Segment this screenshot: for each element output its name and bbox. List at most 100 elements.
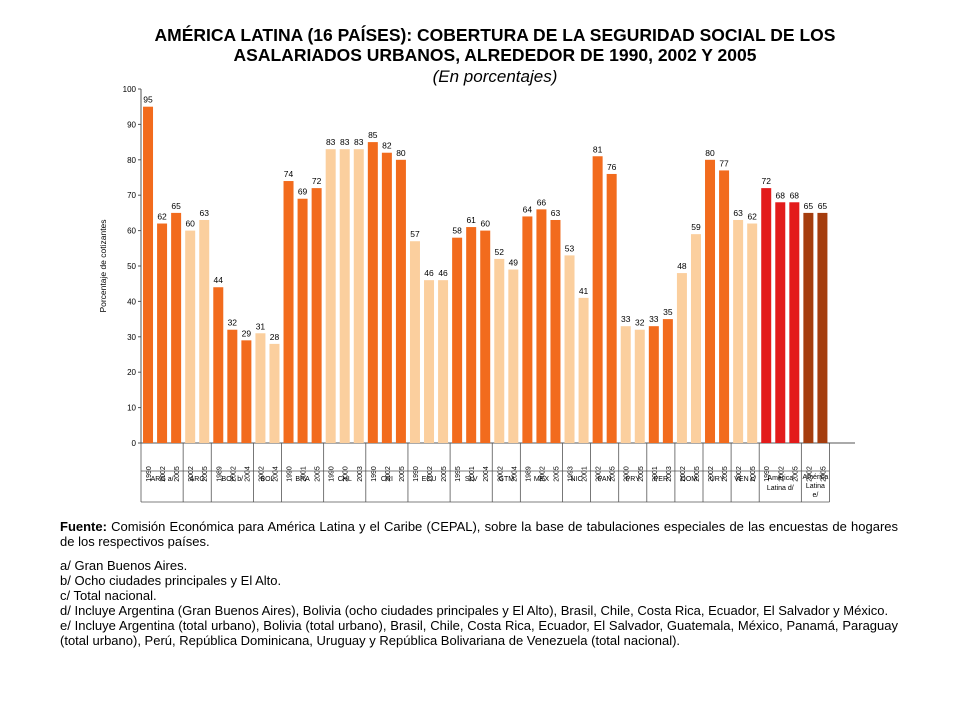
bar [662,319,673,443]
year-label: 2000 [624,466,631,482]
year-label: 2001 [652,466,659,482]
year-label: 1990 [413,466,420,482]
chart-title-line-1: AMÉRICA LATINA (16 PAÍSES): COBERTURA DE… [154,25,836,45]
bar [592,156,603,443]
year-label: 2001 [582,466,589,482]
group-label: BOL [260,476,274,483]
bar-value-label: 32 [635,318,645,328]
bar-value-label: 76 [607,162,617,172]
source-text: Comisión Económica para América Latina y… [60,519,898,549]
year-label: 2004 [511,466,518,482]
bar-value-label: 81 [593,144,603,154]
bar [817,212,828,443]
year-label: 2004 [483,466,490,482]
bar [466,227,477,443]
y-axis-label: Porcentaje de cotizantes [98,219,108,312]
year-label: 2002 [258,466,265,482]
bar [733,219,744,443]
group-label: NIC [571,476,583,483]
bar-value-label: 63 [733,208,743,218]
bar [690,234,701,443]
group-label: América [803,474,829,481]
bar [143,106,154,443]
year-label: 2005 [441,466,448,482]
bar [508,269,519,443]
bar [255,333,266,443]
bar-value-label: 68 [776,190,786,200]
bar [536,209,547,443]
bar-value-label: 72 [761,176,771,186]
bar-value-label: 83 [326,137,336,147]
bar-value-label: 49 [509,258,519,268]
bar [480,230,491,443]
bar-value-label: 66 [537,197,547,207]
bar-chart: 0 10 20 30 40 50 60 70 80 90 100 Porcentaje de coti… [98,85,855,503]
bar-value-label: 63 [199,208,209,218]
bar [550,219,561,443]
bar-value-label: 60 [480,219,490,229]
bar-value-label: 60 [185,219,195,229]
bar [311,188,322,443]
group-label: BRA [295,476,310,483]
bar [297,198,308,443]
group-label: GTM [499,476,515,483]
year-label: 1990 [329,466,336,482]
year-label: 2005 [399,466,406,482]
group-label: Latina d/ [767,485,794,492]
bar-value-label: 83 [354,137,364,147]
year-label: 2002 [385,466,392,482]
year-label: 1990 [764,466,771,482]
bar [606,173,617,443]
y-tick-label: 40 [127,297,136,306]
year-label: 2002 [160,466,167,482]
group-label: VEN c/ [734,476,756,483]
bar-value-label: 69 [298,187,308,197]
year-label: 2002 [778,466,785,482]
bar [564,255,575,443]
bar [494,258,505,443]
bar-value-label: 65 [818,201,828,211]
bar [761,188,772,443]
year-label: 2005 [315,466,322,482]
year-label: 2005 [553,466,560,482]
group-label: URY [710,476,725,483]
group-label: ARG a/ [151,476,174,483]
y-tick-label: 20 [127,368,136,377]
bar-value-label: 33 [649,314,659,324]
year-label: 2005 [722,466,729,482]
chart-title-line-2: ASALARIADOS URBANOS, ALREDEDOR DE 1990, … [233,45,757,65]
bar-value-label: 46 [424,268,434,278]
bar [269,343,280,443]
year-label: 2004 [244,466,251,482]
year-label: 2005 [694,466,701,482]
bar-value-label: 65 [804,201,814,211]
year-label: 1990 [146,466,153,482]
bar-value-label: 82 [382,141,392,151]
bar-value-label: 44 [214,275,224,285]
y-tick-label: 90 [127,120,136,129]
bar-value-label: 35 [663,307,673,317]
year-label: 2005 [610,466,617,482]
group-label: PRY [626,476,641,483]
year-label: 2002 [497,466,504,482]
year-label: 2002 [806,466,813,482]
bar-value-label: 72 [312,176,322,186]
bar-value-label: 28 [270,332,280,342]
bar-value-label: 62 [157,212,167,222]
bar-value-label: 61 [466,215,476,225]
bar [634,329,645,443]
chart-subtitle: (En porcentajes) [432,67,558,86]
year-label: 2003 [666,466,673,482]
bar-value-label: 62 [747,212,757,222]
bar-value-label: 31 [256,321,266,331]
bar [283,181,294,444]
bar-value-label: 58 [452,226,462,236]
year-label: 1990 [287,466,294,482]
bar [438,280,449,443]
bar [676,273,687,443]
bar [227,329,238,443]
bar [452,237,463,443]
bar-value-label: 33 [621,314,631,324]
group-label: e/ [812,492,818,499]
group-label: PER [654,476,668,483]
